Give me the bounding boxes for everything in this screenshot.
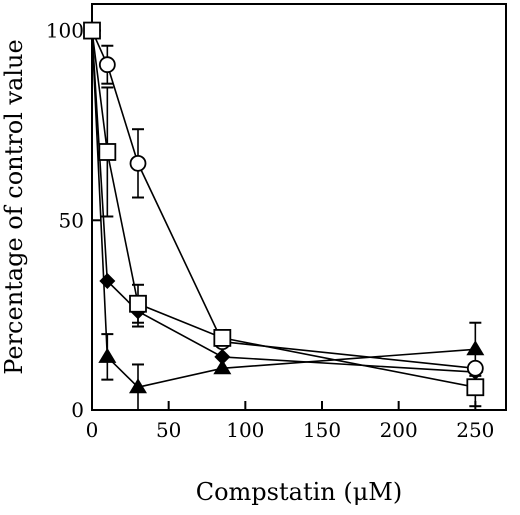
- series-line-filled-triangle: [91, 30, 476, 389]
- marker-open-square: [129, 294, 147, 313]
- marker-open-square: [213, 329, 232, 347]
- marker-open-square: [98, 143, 117, 161]
- marker-filled-triangle: [129, 378, 147, 394]
- y-tick-label: 100: [46, 19, 84, 43]
- x-tick-label: 100: [226, 418, 264, 442]
- x-tick-label: 200: [380, 418, 418, 442]
- error-bars: [101, 44, 482, 411]
- marker-open-square: [83, 21, 101, 40]
- marker-filled-triangle: [466, 340, 485, 356]
- x-tick-label: 50: [156, 418, 181, 442]
- series-lines: [91, 30, 476, 389]
- marker-filled-triangle: [98, 347, 117, 363]
- x-tick-label: 0: [86, 418, 99, 442]
- plot-frame: [91, 3, 507, 411]
- marker-open-circle: [466, 359, 484, 377]
- x-axis-label: Compstatin (μM): [196, 478, 403, 506]
- marker-open-circle: [98, 56, 116, 74]
- marker-open-circle: [129, 154, 147, 172]
- y-tick-label: 0: [71, 398, 84, 422]
- series-line-filled-diamond: [91, 30, 476, 373]
- x-tick-label: 150: [303, 418, 341, 442]
- x-axis: 0 50 100 150 200 250: [86, 401, 494, 442]
- marker-filled-triangle: [213, 359, 232, 375]
- y-tick-label: 50: [59, 208, 84, 232]
- x-tick-label: 250: [456, 418, 494, 442]
- marker-open-square: [466, 378, 485, 397]
- marker-filled-diamond: [99, 272, 116, 289]
- y-axis-label: Percentage of control value: [0, 39, 28, 374]
- y-axis: 0 50 100: [46, 19, 101, 422]
- data-markers: [83, 21, 485, 397]
- marker-filled-diamond: [214, 348, 231, 365]
- series-line-open-square: [91, 30, 476, 388]
